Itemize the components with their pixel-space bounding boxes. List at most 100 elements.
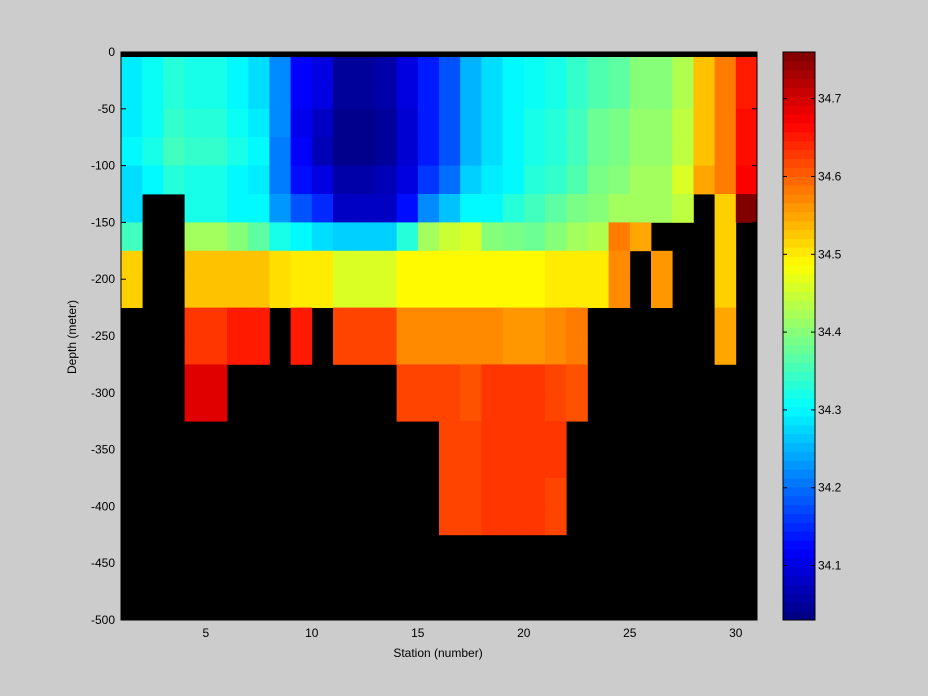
heatmap-cell bbox=[566, 222, 588, 252]
heatmap-cell bbox=[417, 250, 440, 280]
heatmap-cell bbox=[735, 52, 758, 81]
heatmap-cell bbox=[311, 52, 334, 81]
heatmap-cell bbox=[375, 222, 397, 252]
heatmap-cell bbox=[184, 108, 207, 138]
heatmap-cell bbox=[629, 222, 652, 252]
heatmap-cell bbox=[417, 222, 440, 252]
heatmap-cell bbox=[354, 307, 376, 337]
heatmap-cell bbox=[184, 279, 207, 308]
heatmap-cell bbox=[481, 80, 503, 110]
heatmap-cell bbox=[523, 336, 546, 365]
heatmap-cell bbox=[460, 250, 482, 280]
heatmap-cell bbox=[396, 108, 419, 138]
heatmap-cell bbox=[502, 250, 525, 280]
colorbar-segment bbox=[783, 87, 815, 97]
heatmap-cell bbox=[587, 250, 609, 280]
heatmap-cell bbox=[460, 478, 482, 507]
heatmap-cell bbox=[248, 222, 270, 252]
heatmap-cell bbox=[545, 421, 567, 450]
heatmap-cell bbox=[460, 506, 482, 536]
colorbar-segment bbox=[783, 433, 815, 443]
heatmap-cell bbox=[396, 392, 419, 422]
heatmap-cell bbox=[545, 506, 567, 536]
heatmap-cell bbox=[354, 194, 376, 223]
heatmap-cell bbox=[651, 194, 673, 223]
colorbar-ticks: 34.1 34.2 34.3 34.4 34.5 34.6 34.7 bbox=[783, 92, 842, 573]
heatmap-cell bbox=[375, 137, 397, 166]
heatmap-cell bbox=[417, 307, 440, 337]
heatmap-cell bbox=[227, 52, 249, 81]
heatmap-cell bbox=[205, 250, 228, 280]
colorbar-segment bbox=[783, 602, 815, 612]
heatmap-cell bbox=[460, 222, 482, 252]
heatmap-cell bbox=[227, 80, 249, 110]
heatmap-cell bbox=[184, 307, 207, 337]
heatmap-cell bbox=[481, 108, 503, 138]
heatmap-cell bbox=[205, 165, 228, 195]
heatmap-cell bbox=[269, 108, 291, 138]
heatmap-cell bbox=[545, 80, 567, 110]
colorbar-segment bbox=[783, 575, 815, 585]
heatmap-cell bbox=[608, 222, 631, 252]
x-tick-label: 15 bbox=[411, 626, 425, 640]
colorbar-segment bbox=[783, 415, 815, 426]
heatmap-cell bbox=[311, 279, 334, 308]
heatmap-cell bbox=[227, 250, 249, 280]
colorbar-tick-label: 34.3 bbox=[818, 403, 842, 417]
heatmap-cell bbox=[523, 421, 546, 450]
colorbar-segment bbox=[783, 229, 815, 239]
heatmap-cell bbox=[523, 52, 546, 81]
heatmap-cell bbox=[629, 165, 652, 195]
heatmap-cell bbox=[205, 52, 228, 81]
heatmap-cell bbox=[502, 80, 525, 110]
heatmap-cell bbox=[269, 222, 291, 252]
heatmap-cell bbox=[290, 165, 313, 195]
heatmap-cell bbox=[545, 194, 567, 223]
heatmap-cell bbox=[439, 336, 461, 365]
heatmap-cell bbox=[375, 80, 397, 110]
heatmap-cell bbox=[311, 108, 334, 138]
heatmap-cell bbox=[227, 165, 249, 195]
heatmap-cell bbox=[481, 165, 503, 195]
colorbar-segment bbox=[783, 336, 815, 346]
heatmap-cell bbox=[333, 250, 355, 280]
heatmap-cell bbox=[121, 52, 143, 81]
heatmap-cell bbox=[608, 137, 631, 166]
heatmap-cell bbox=[481, 137, 503, 166]
heatmap-cell bbox=[735, 194, 758, 223]
heatmap-cell bbox=[205, 392, 228, 422]
heatmap-cell bbox=[629, 137, 652, 166]
heatmap-cell bbox=[142, 80, 164, 110]
x-tick-label: 30 bbox=[729, 626, 743, 640]
heatmap-cell bbox=[375, 194, 397, 223]
heatmap-cell bbox=[523, 194, 546, 223]
heatmap-cell bbox=[417, 194, 440, 223]
colorbar-segment bbox=[783, 69, 815, 80]
y-tick-label: -500 bbox=[91, 613, 115, 627]
heatmap-cell bbox=[502, 222, 525, 252]
colorbar-segment bbox=[783, 318, 815, 328]
colorbar-segment bbox=[783, 114, 815, 124]
heatmap-cell bbox=[460, 421, 482, 450]
heatmap-cell bbox=[651, 250, 673, 280]
heatmap-cell bbox=[587, 165, 609, 195]
heatmap-cell bbox=[333, 336, 355, 365]
heatmap-cell bbox=[523, 279, 546, 308]
heatmap-cell bbox=[375, 52, 397, 81]
heatmap-cell bbox=[375, 165, 397, 195]
colorbar-frame bbox=[782, 51, 816, 621]
heatmap-cell bbox=[608, 80, 631, 110]
heatmap-cell bbox=[417, 108, 440, 138]
heatmap-cell bbox=[714, 222, 737, 252]
heatmap-cell bbox=[248, 194, 270, 223]
heatmap-cell bbox=[333, 108, 355, 138]
heatmap-cell bbox=[269, 137, 291, 166]
heatmap-cell bbox=[439, 478, 461, 507]
colorbar-segment bbox=[783, 593, 815, 603]
colorbar-segment bbox=[783, 549, 815, 559]
heatmap-cell bbox=[523, 80, 546, 110]
heatmap-cell bbox=[354, 108, 376, 138]
heatmap-cell bbox=[396, 222, 419, 252]
heatmap-cell bbox=[311, 194, 334, 223]
heatmap-cell bbox=[375, 250, 397, 280]
